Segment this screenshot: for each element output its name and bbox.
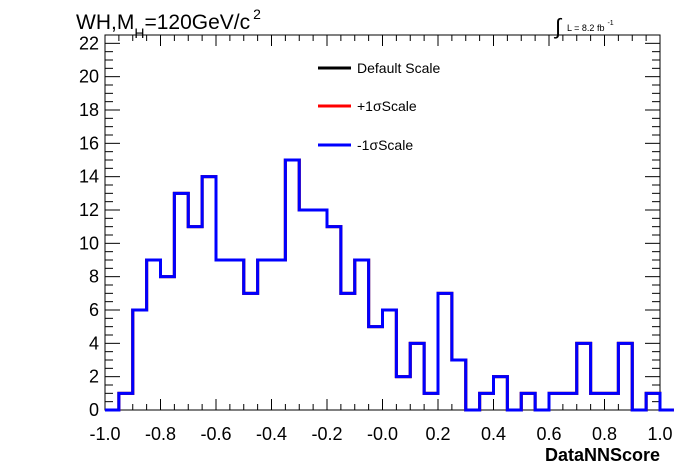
y-tick-label: 14 bbox=[79, 167, 99, 187]
title-subscript: H bbox=[134, 25, 144, 41]
y-tick-label: 18 bbox=[79, 100, 99, 120]
y-axis-tick-labels: 0 2 4 6 8 10 12 14 16 18 20 22 bbox=[79, 33, 99, 420]
legend-label-minus-1sigma-scale: -1σScale bbox=[357, 137, 413, 153]
x-tick-label: -1.0 bbox=[89, 424, 120, 444]
y-axis-ticks bbox=[105, 34, 660, 411]
lumi-label: L = 8.2 fb -1 bbox=[567, 20, 614, 33]
x-tick-label: -0.8 bbox=[145, 424, 176, 444]
x-tick-label: -0.0 bbox=[367, 424, 398, 444]
series-2 bbox=[105, 158, 674, 412]
x-tick-label: 0.8 bbox=[592, 424, 617, 444]
y-tick-label: 6 bbox=[89, 300, 99, 320]
y-tick-label: 0 bbox=[89, 400, 99, 420]
title-main: WH,M bbox=[76, 11, 134, 34]
x-axis-label: DataNNScore bbox=[545, 445, 660, 465]
legend-label-plus-1sigma-scale: +1σScale bbox=[357, 98, 417, 114]
chart-title: WH,MH=120GeV/c 2 bbox=[76, 6, 261, 41]
y-tick-label: 8 bbox=[89, 267, 99, 287]
x-axis-tick-labels: -1.0 -0.8 -0.6 -0.4 -0.2 -0.0 0.2 0.4 0.6 0.8 1.0 bbox=[89, 424, 672, 444]
x-tick-label: 0.6 bbox=[536, 424, 561, 444]
lumi-superscript: -1 bbox=[607, 20, 613, 27]
title-superscript: 2 bbox=[253, 6, 261, 22]
lumi-integral-symbol: ∫ bbox=[553, 14, 563, 39]
x-tick-label: 1.0 bbox=[647, 424, 672, 444]
y-tick-label: 20 bbox=[79, 67, 99, 87]
x-axis-ticks bbox=[104, 35, 661, 410]
histogram-step-line bbox=[105, 158, 674, 412]
x-tick-label: -0.6 bbox=[200, 424, 231, 444]
y-tick-label: 22 bbox=[79, 33, 99, 53]
y-tick-label: 16 bbox=[79, 133, 99, 153]
legend-label-default-scale: Default Scale bbox=[357, 60, 440, 76]
lumi-text: L = 8.2 fb bbox=[567, 23, 604, 33]
y-tick-label: 4 bbox=[89, 333, 99, 353]
legend: Default Scale +1σScale -1σScale bbox=[318, 60, 440, 153]
y-tick-label: 12 bbox=[79, 200, 99, 220]
y-tick-label: 2 bbox=[89, 367, 99, 387]
x-tick-label: 0.2 bbox=[425, 424, 450, 444]
y-tick-label: 10 bbox=[79, 233, 99, 253]
x-tick-label: -0.2 bbox=[311, 424, 342, 444]
title-rest: =120GeV/c bbox=[144, 11, 250, 34]
histogram-series bbox=[105, 158, 674, 412]
x-tick-label: 0.4 bbox=[481, 424, 506, 444]
x-tick-label: -0.4 bbox=[256, 424, 287, 444]
